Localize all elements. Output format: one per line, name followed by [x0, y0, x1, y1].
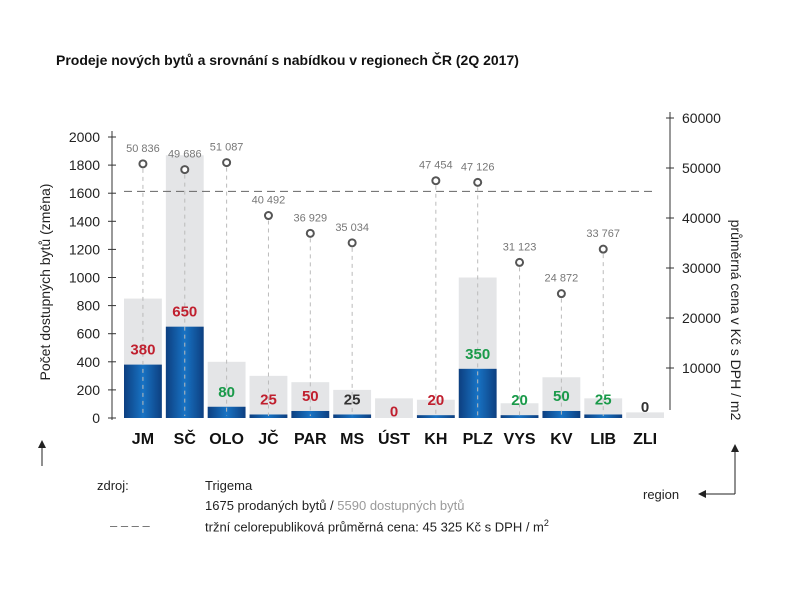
right-axis-title: průměrná cena v Kč s DPH / m2	[728, 220, 744, 421]
change-label: 0	[641, 399, 649, 416]
available-bar	[375, 398, 413, 418]
change-label: 20	[511, 392, 528, 409]
price-label: 40 492	[252, 195, 286, 207]
change-label: 350	[465, 346, 490, 363]
right-tick-label: 60000	[682, 110, 721, 126]
legend-sold-text: 1675 prodaných bytů /	[205, 498, 334, 513]
price-marker	[431, 176, 441, 186]
right-tick-label: 40000	[682, 210, 721, 226]
available-bar	[626, 412, 664, 418]
price-label: 50 836	[126, 143, 160, 155]
left-tick-label: 2000	[69, 129, 100, 145]
left-tick-label: 0	[92, 410, 100, 426]
left-tick-label: 600	[77, 326, 101, 342]
available-bar	[500, 403, 539, 418]
change-label: 380	[130, 342, 155, 359]
source-name: Trigema	[205, 478, 253, 493]
right-tick-label: 10000	[682, 360, 721, 376]
category-label: LIB	[590, 431, 616, 448]
category-label: PLZ	[463, 431, 493, 448]
change-label: 650	[172, 304, 197, 321]
price-marker	[515, 257, 525, 267]
region-arrow-icon	[698, 490, 706, 498]
left-tick-label: 1200	[69, 241, 100, 257]
price-label: 31 123	[503, 241, 537, 253]
change-label: 80	[218, 384, 235, 401]
left-tick-label: 200	[77, 382, 101, 398]
right-tick-label: 50000	[682, 160, 721, 176]
sold-bar	[249, 414, 288, 418]
sold-bar	[458, 368, 497, 418]
chart-title: Prodeje nových bytů a srovnání s nabídko…	[56, 52, 519, 68]
price-marker	[598, 244, 608, 254]
left-tick-label: 400	[77, 354, 101, 370]
price-label: 47 126	[461, 161, 495, 173]
left-tick-label: 1800	[69, 157, 100, 173]
left-tick-label: 1000	[69, 270, 100, 286]
left-tick-label: 800	[77, 298, 101, 314]
price-label: 51 087	[210, 142, 244, 154]
legend-average: tržní celorepubliková průměrná cena: 45 …	[205, 518, 549, 534]
price-marker	[473, 177, 483, 187]
category-label: SČ	[174, 429, 197, 448]
legend-average-text: tržní celorepubliková průměrná cena: 45 …	[205, 519, 544, 535]
legend-average-sup: 2	[543, 518, 549, 528]
left-tick-label: 1400	[69, 213, 100, 229]
change-label: 20	[428, 392, 445, 409]
sold-bar	[584, 414, 623, 418]
price-label: 49 686	[168, 149, 202, 161]
right-tick-label: 30000	[682, 260, 721, 276]
sold-bar	[165, 326, 204, 418]
left-axis-title: Počet dostupných bytů (změna)	[37, 184, 53, 381]
category-label: JM	[132, 431, 154, 448]
price-marker	[222, 158, 232, 168]
price-label: 35 034	[335, 222, 369, 234]
available-bar	[416, 399, 455, 418]
left-axis-arrow-icon	[38, 440, 46, 448]
sold-bar	[333, 414, 372, 418]
x-axis-title: region	[643, 487, 680, 502]
category-label: JČ	[258, 429, 279, 448]
category-label: KV	[550, 431, 573, 448]
right-axis-arrow-icon	[731, 444, 739, 452]
right-tick-label: 20000	[682, 310, 721, 326]
category-label: PAR	[294, 431, 327, 448]
legend-available-text: 5590 dostupných bytů	[337, 498, 465, 513]
sold-bar	[416, 415, 455, 418]
legend-dash-symbol: – – – –	[110, 518, 150, 533]
change-label: 25	[260, 391, 277, 408]
price-label: 47 454	[419, 160, 453, 172]
change-label: 50	[302, 388, 319, 405]
sold-bar	[207, 406, 246, 418]
price-marker	[138, 159, 148, 169]
category-label: MS	[340, 431, 364, 448]
legend-counts: 1675 prodaných bytů / 5590 dostupných by…	[205, 498, 465, 513]
price-marker	[347, 238, 357, 248]
price-marker	[556, 289, 566, 299]
price-label: 33 767	[586, 228, 620, 240]
category-label: OLO	[209, 431, 244, 448]
change-label: 0	[390, 403, 398, 420]
category-label: KH	[424, 431, 447, 448]
source-label: zdroj:	[97, 478, 129, 493]
category-label: ZLI	[633, 431, 657, 448]
change-label: 50	[553, 388, 570, 405]
category-label: VYS	[504, 431, 536, 448]
price-marker	[263, 211, 273, 221]
sold-bar	[500, 415, 539, 418]
price-label: 36 929	[293, 212, 327, 224]
price-marker	[180, 165, 190, 175]
left-tick-label: 1600	[69, 185, 100, 201]
change-label: 25	[595, 391, 612, 408]
change-label: 25	[344, 391, 361, 408]
price-label: 24 872	[545, 273, 579, 285]
category-label: ÚST	[378, 429, 410, 448]
price-marker	[305, 228, 315, 238]
